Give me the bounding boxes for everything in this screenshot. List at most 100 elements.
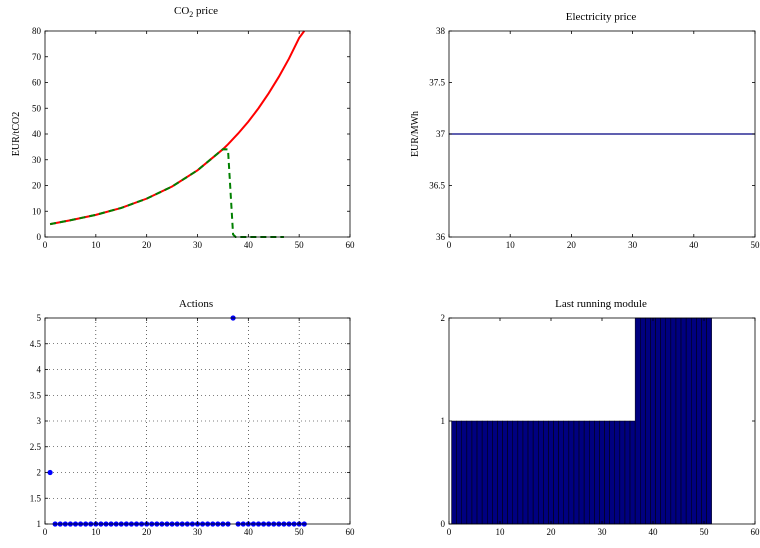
bar — [457, 421, 462, 524]
bar — [661, 318, 666, 524]
y-tick-label: 36 — [436, 232, 446, 242]
bar — [523, 421, 528, 524]
bar — [656, 318, 661, 524]
x-tick-label: 40 — [244, 527, 254, 537]
x-tick-label: 0 — [447, 240, 452, 250]
bar — [518, 421, 523, 524]
bar — [671, 318, 676, 524]
y-axis-label: EUR/tCO2 — [11, 112, 22, 156]
y-tick-label: 3.5 — [30, 390, 42, 400]
bar — [533, 421, 538, 524]
bar — [696, 318, 701, 524]
y-tick-label: 60 — [32, 78, 42, 88]
bar — [686, 318, 691, 524]
y-tick-label: 4 — [37, 365, 42, 375]
y-tick-label: 80 — [32, 26, 42, 36]
bar — [482, 421, 487, 524]
bar — [543, 421, 548, 524]
x-tick-label: 50 — [751, 240, 760, 250]
x-tick-label: 50 — [700, 527, 710, 537]
bar — [574, 421, 579, 524]
series-line — [50, 31, 304, 224]
x-tick-label: 0 — [43, 527, 48, 537]
bar — [615, 421, 620, 524]
bar — [487, 421, 492, 524]
data-point — [47, 470, 52, 475]
bar — [492, 421, 497, 524]
bar — [554, 421, 559, 524]
bar — [645, 318, 650, 524]
x-tick-label: 20 — [547, 527, 557, 537]
x-tick-label: 60 — [346, 240, 356, 250]
y-tick-label: 30 — [32, 155, 42, 165]
bar — [462, 421, 467, 524]
y-tick-label: 1 — [37, 519, 42, 529]
bar — [635, 318, 640, 524]
y-tick-label: 3 — [37, 416, 42, 426]
y-tick-label: 2 — [441, 313, 446, 323]
x-tick-label: 10 — [496, 527, 506, 537]
bar — [564, 421, 569, 524]
x-tick-label: 20 — [567, 240, 577, 250]
bar — [513, 421, 518, 524]
last-running-module-chart: Last running module 0 10 20 30 40 50 60 0 1 2 — [441, 298, 760, 537]
chart-title: Last running module — [555, 298, 647, 310]
bar — [497, 421, 502, 524]
y-tick-label: 10 — [32, 206, 42, 216]
x-tick-label: 10 — [506, 240, 516, 250]
x-tick-label: 30 — [193, 527, 203, 537]
x-tick-label: 10 — [91, 240, 101, 250]
bar — [650, 318, 655, 524]
bar — [548, 421, 553, 524]
bar — [559, 421, 564, 524]
x-tick-label: 10 — [91, 527, 101, 537]
x-tick-label: 60 — [751, 527, 760, 537]
bar — [666, 318, 671, 524]
y-tick-label: 20 — [32, 181, 42, 191]
y-tick-label: 37.5 — [429, 78, 445, 88]
y-tick-label: 2.5 — [30, 442, 42, 452]
x-tick-label: 0 — [447, 527, 452, 537]
bar — [503, 421, 508, 524]
y-axis-label: EUR/MWh — [410, 111, 421, 157]
x-tick-label: 30 — [598, 527, 608, 537]
bar — [701, 318, 706, 524]
x-tick-label: 50 — [295, 527, 305, 537]
x-tick-label: 0 — [43, 240, 48, 250]
bar — [625, 421, 630, 524]
bar — [594, 421, 599, 524]
bar — [538, 421, 543, 524]
y-tick-label: 1.5 — [30, 493, 42, 503]
bar — [472, 421, 477, 524]
bar — [707, 318, 712, 524]
x-tick-label: 20 — [142, 240, 152, 250]
chart-title: Electricity price — [566, 11, 637, 23]
y-tick-label: 70 — [32, 52, 42, 62]
y-tick-label: 1 — [441, 416, 446, 426]
x-tick-label: 40 — [689, 240, 699, 250]
bar — [610, 421, 615, 524]
y-tick-label: 37 — [436, 129, 446, 139]
bar — [681, 318, 686, 524]
y-tick-label: 0 — [37, 232, 42, 242]
x-tick-label: 30 — [628, 240, 638, 250]
x-tick-label: 20 — [142, 527, 152, 537]
x-tick-label: 50 — [295, 240, 305, 250]
y-tick-label: 4.5 — [30, 339, 42, 349]
bar — [630, 421, 635, 524]
y-tick-label: 36.5 — [429, 181, 445, 191]
bar — [584, 421, 589, 524]
bar — [676, 318, 681, 524]
x-tick-label: 40 — [649, 527, 659, 537]
bar — [589, 421, 594, 524]
chart-title: CO2 price — [174, 5, 218, 19]
bar — [620, 421, 625, 524]
chart-title: Actions — [179, 298, 213, 310]
y-tick-label: 5 — [37, 313, 42, 323]
bar — [452, 421, 457, 524]
y-tick-label: 0 — [441, 519, 446, 529]
electricity-price-chart: Electricity price EUR/MWh 0 10 20 30 40 50 36 3… — [410, 11, 760, 250]
